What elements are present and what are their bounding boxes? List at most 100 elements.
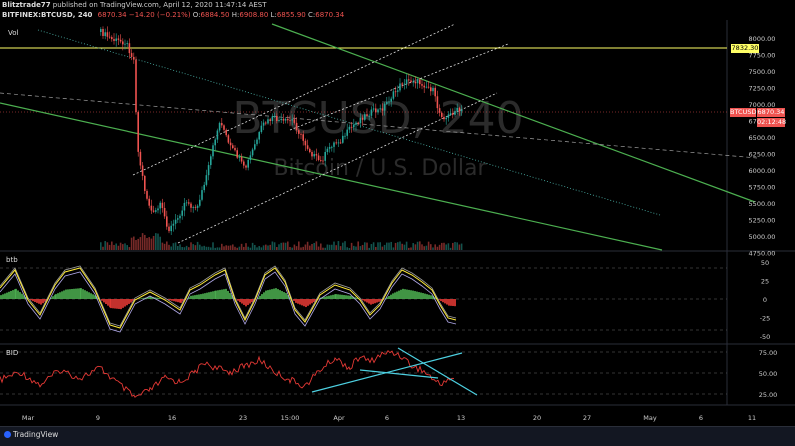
tradingview-logo[interactable]: TradingView <box>4 430 58 439</box>
osc1-histogram-bar <box>392 293 394 299</box>
candle-body <box>283 119 285 121</box>
candle-body <box>426 87 428 88</box>
volume-bar <box>366 243 368 250</box>
osc1-histogram-bar <box>32 299 34 301</box>
volume-bar <box>382 247 384 250</box>
osc1-histogram-bar <box>376 299 378 303</box>
osc1-histogram-bar <box>36 299 38 303</box>
candle-body <box>234 148 236 150</box>
candle-body <box>423 86 425 88</box>
osc1-histogram-bar <box>141 298 143 299</box>
candle-body <box>157 208 159 210</box>
volume-bar <box>335 245 337 250</box>
price-tick-label: 6000.00 <box>749 167 776 175</box>
candle-body <box>254 144 256 149</box>
osc1-histogram-bar <box>261 294 263 299</box>
candle-body <box>173 224 175 226</box>
osc1-histogram-bar <box>122 299 124 308</box>
price-tick-label: 6500.00 <box>749 134 776 142</box>
volume-bar <box>243 247 245 250</box>
volume-bar <box>448 243 450 250</box>
osc1-histogram-bar <box>225 289 227 299</box>
osc1-histogram-bar <box>177 299 179 302</box>
candle-body <box>186 202 188 203</box>
candle-body <box>272 116 274 121</box>
volume-bar <box>155 233 157 250</box>
volume-bar <box>452 243 454 250</box>
osc1-histogram-bar <box>279 290 281 299</box>
volume-bar <box>104 241 106 250</box>
price-axis[interactable]: 8000.007750.007500.007250.007000.006750.… <box>749 35 776 258</box>
osc1-histogram-bar <box>52 296 54 299</box>
volume-bar <box>296 246 298 250</box>
osc1-histogram-bar <box>158 298 160 299</box>
candle-body <box>124 44 126 45</box>
osc2-pane-label: BID <box>6 349 18 357</box>
candle-body <box>289 120 291 121</box>
volume-bar <box>437 247 439 250</box>
volume-bar <box>232 244 234 250</box>
volume-bar <box>404 245 406 250</box>
volume-bar <box>445 244 447 250</box>
osc1-histogram-bar <box>77 288 79 299</box>
volume-bar <box>289 247 291 250</box>
candle-body <box>412 82 414 83</box>
osc1-histogram-bar <box>370 299 372 305</box>
cyan-line-falling[interactable] <box>398 348 477 395</box>
osc1-histogram-bar <box>410 290 412 299</box>
volume-bar <box>399 241 401 250</box>
volume-bar <box>131 238 133 250</box>
candle-body <box>142 165 144 175</box>
candle-body <box>206 175 208 185</box>
osc1-histogram-bar <box>57 293 59 299</box>
volume-bar <box>423 246 425 250</box>
osc1-histogram-bar <box>227 291 229 299</box>
osc1-histogram-bar <box>192 296 194 300</box>
volume-bar <box>377 242 379 250</box>
candle-body <box>448 114 450 117</box>
osc1-histogram-bar <box>424 294 426 299</box>
volume-bar <box>393 247 395 250</box>
osc1-histogram-bar <box>69 289 71 299</box>
time-tick-label: May <box>643 414 657 422</box>
candle-body <box>386 102 388 104</box>
volume-bar <box>305 245 307 250</box>
candle-body <box>395 91 397 92</box>
osc1-histogram-bar <box>347 296 349 300</box>
osc1-histogram-bar <box>180 299 182 303</box>
osc1-histogram-bar <box>247 299 249 305</box>
candle-body <box>390 99 392 102</box>
osc1-histogram-bar <box>440 299 442 301</box>
candle-body <box>377 109 379 112</box>
osc1-histogram-bar <box>281 291 283 299</box>
candle-body <box>115 39 117 41</box>
volume-bar <box>327 245 329 250</box>
osc1-histogram-bar <box>63 290 65 299</box>
volume-bar <box>329 245 331 250</box>
osc1-histogram-bar <box>330 295 332 299</box>
volume-bar <box>390 242 392 250</box>
osc1-histogram-bar <box>82 289 84 299</box>
osc1-histogram-bar <box>206 293 208 299</box>
volume-bar <box>432 247 434 250</box>
time-tick-label: 6 <box>385 414 389 422</box>
candle-body <box>168 227 170 231</box>
candle-body <box>349 127 351 130</box>
volume-bar <box>263 245 265 250</box>
volume-bar <box>173 243 175 250</box>
volume-bar <box>102 247 104 250</box>
volume-bar <box>181 247 183 250</box>
candle-body <box>100 29 102 32</box>
volume-bar <box>362 245 364 250</box>
osc1-tick-label: 0 <box>763 296 767 304</box>
volume-bar <box>357 241 359 250</box>
volume-bar <box>129 247 131 250</box>
osc1-histogram-bar <box>398 291 400 299</box>
volume-bar <box>371 244 373 250</box>
osc1-histogram-bar <box>84 290 86 299</box>
volume-bar <box>120 243 122 250</box>
